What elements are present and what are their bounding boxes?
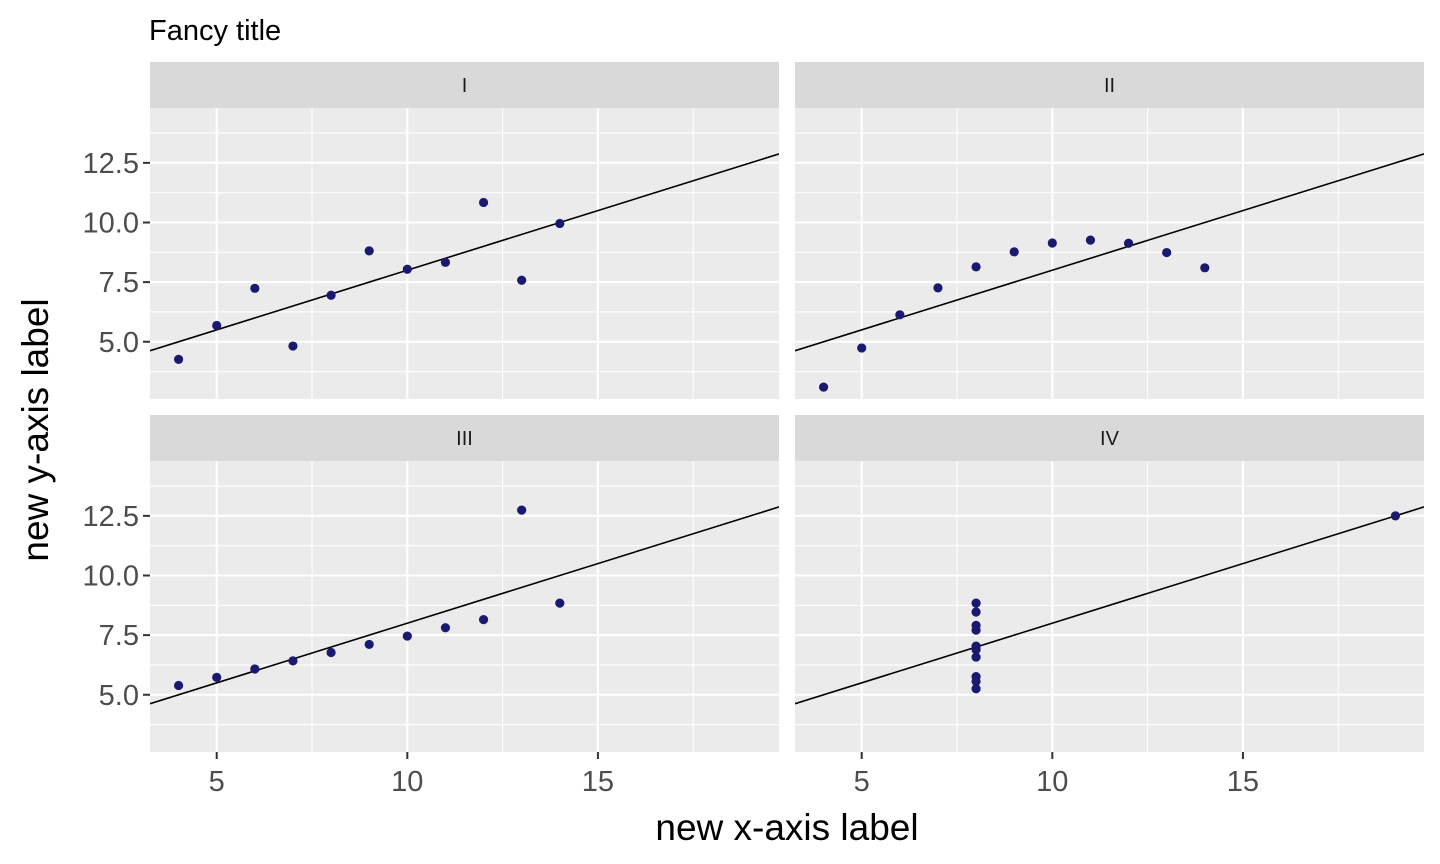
data-point	[895, 310, 905, 320]
data-point	[517, 505, 527, 515]
y-tick-label: 5.0	[99, 680, 139, 712]
data-point	[857, 343, 867, 353]
facet-strip	[795, 415, 1424, 461]
data-point	[555, 598, 565, 608]
data-point	[971, 676, 981, 686]
data-point	[1009, 247, 1019, 257]
data-point	[517, 275, 527, 285]
data-point	[364, 639, 374, 650]
x-tick-label: 5	[209, 766, 225, 798]
data-point	[1085, 235, 1096, 245]
data-point	[212, 320, 222, 331]
panel-plot-area	[150, 108, 779, 399]
y-tick-label: 7.5	[99, 267, 139, 299]
data-point	[173, 680, 184, 691]
data-point	[1162, 247, 1172, 258]
facet-strip	[150, 415, 779, 461]
y-axis-title: new y-axis label	[15, 298, 56, 561]
panel-plot-area	[150, 461, 779, 752]
fit-line	[150, 153, 779, 352]
data-point	[1390, 511, 1401, 521]
y-tick-label: 12.5	[83, 501, 139, 533]
data-point	[1047, 238, 1057, 248]
data-point	[212, 672, 222, 682]
x-tick-label: 10	[1036, 766, 1068, 798]
data-point	[402, 631, 412, 641]
data-point	[971, 645, 981, 655]
data-point	[326, 647, 336, 658]
data-point	[402, 264, 412, 274]
facet-strip-label: III	[456, 428, 473, 450]
panel-background	[795, 461, 1424, 752]
data-point	[971, 620, 981, 630]
panel-background	[795, 108, 1424, 399]
data-point	[478, 197, 489, 208]
x-tick-label: 5	[854, 766, 870, 798]
panel-background	[150, 461, 779, 752]
data-point	[971, 262, 981, 272]
chart-title: Fancy title	[149, 15, 281, 47]
data-point	[288, 341, 298, 351]
data-point	[971, 607, 981, 617]
data-point	[440, 623, 451, 633]
y-tick-label: 5.0	[99, 327, 139, 359]
y-tick-label: 10.0	[83, 560, 139, 592]
data-point	[364, 246, 374, 256]
data-point	[440, 257, 451, 267]
data-point	[1123, 238, 1134, 248]
data-point	[971, 652, 981, 662]
y-tick-label: 12.5	[83, 148, 139, 180]
facet-strip	[150, 62, 779, 108]
facet-panel-2: II	[795, 62, 1424, 399]
facet-strip-label: I	[462, 75, 468, 97]
fit-line	[795, 506, 1424, 705]
facet-strip-label: IV	[1100, 428, 1120, 450]
data-point	[288, 656, 298, 666]
data-point	[478, 615, 489, 625]
data-point	[250, 664, 260, 674]
x-tick-label: 15	[1227, 766, 1259, 798]
data-point	[933, 283, 943, 293]
facet-panel-4: IV	[795, 415, 1424, 752]
panel-background	[150, 108, 779, 399]
facet-panel-3: III	[150, 415, 779, 752]
data-point	[173, 354, 184, 365]
y-tick-label: 7.5	[99, 620, 139, 652]
facet-strip	[795, 62, 1424, 108]
y-tick-label: 10.0	[83, 207, 139, 239]
x-tick-label: 15	[582, 766, 614, 798]
facet-panel-1: I	[150, 62, 779, 399]
x-axis-title: new x-axis label	[655, 807, 918, 848]
panel-plot-area	[795, 461, 1424, 752]
y-axes: 5.0 7.5 10.0 12.5 5.0 7.5 10.0 12.5	[83, 148, 150, 712]
data-point	[555, 218, 565, 229]
data-point	[971, 598, 981, 608]
panel-plot-area	[795, 108, 1424, 399]
data-point	[326, 290, 336, 300]
data-point	[971, 684, 981, 694]
data-point	[818, 382, 829, 392]
x-axes: 5 10 15 5 10 15	[209, 752, 1259, 798]
data-point	[1200, 263, 1210, 273]
x-tick-label: 10	[391, 766, 423, 798]
facet-strip-label: II	[1104, 75, 1115, 97]
data-point	[250, 283, 260, 293]
